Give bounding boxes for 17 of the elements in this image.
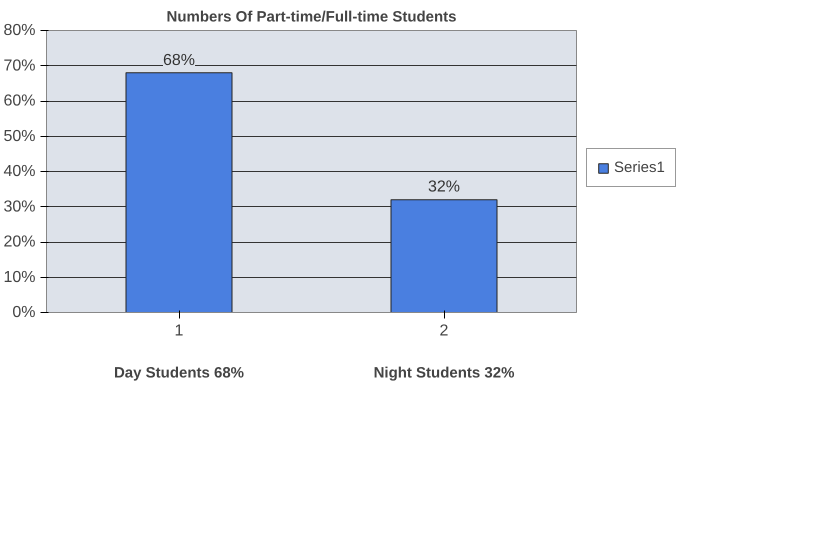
y-tick-label: 60% [3,92,36,110]
y-tick-label: 50% [3,128,36,145]
y-tick-label: 10% [3,268,36,286]
text: Day Students 68% [114,364,244,382]
chart-title: Numbers Of Part-time/Full-time Students [166,8,457,26]
x-tick-label: 2 [440,322,449,340]
data-label: 68% [162,52,196,69]
x-tick-label: 1 [174,322,184,340]
y-tick-label: 0% [12,304,36,321]
y-tick-label: 70% [3,57,36,74]
data-label: 32% [428,178,460,196]
y-tick-label: 30% [3,198,36,216]
y-tick-label: 40% [3,163,36,180]
legend-label: Series1 [614,159,665,176]
y-tick-label: 20% [3,234,36,250]
text: Night Students 32% [374,364,514,382]
y-tick-label: 80% [3,22,36,39]
